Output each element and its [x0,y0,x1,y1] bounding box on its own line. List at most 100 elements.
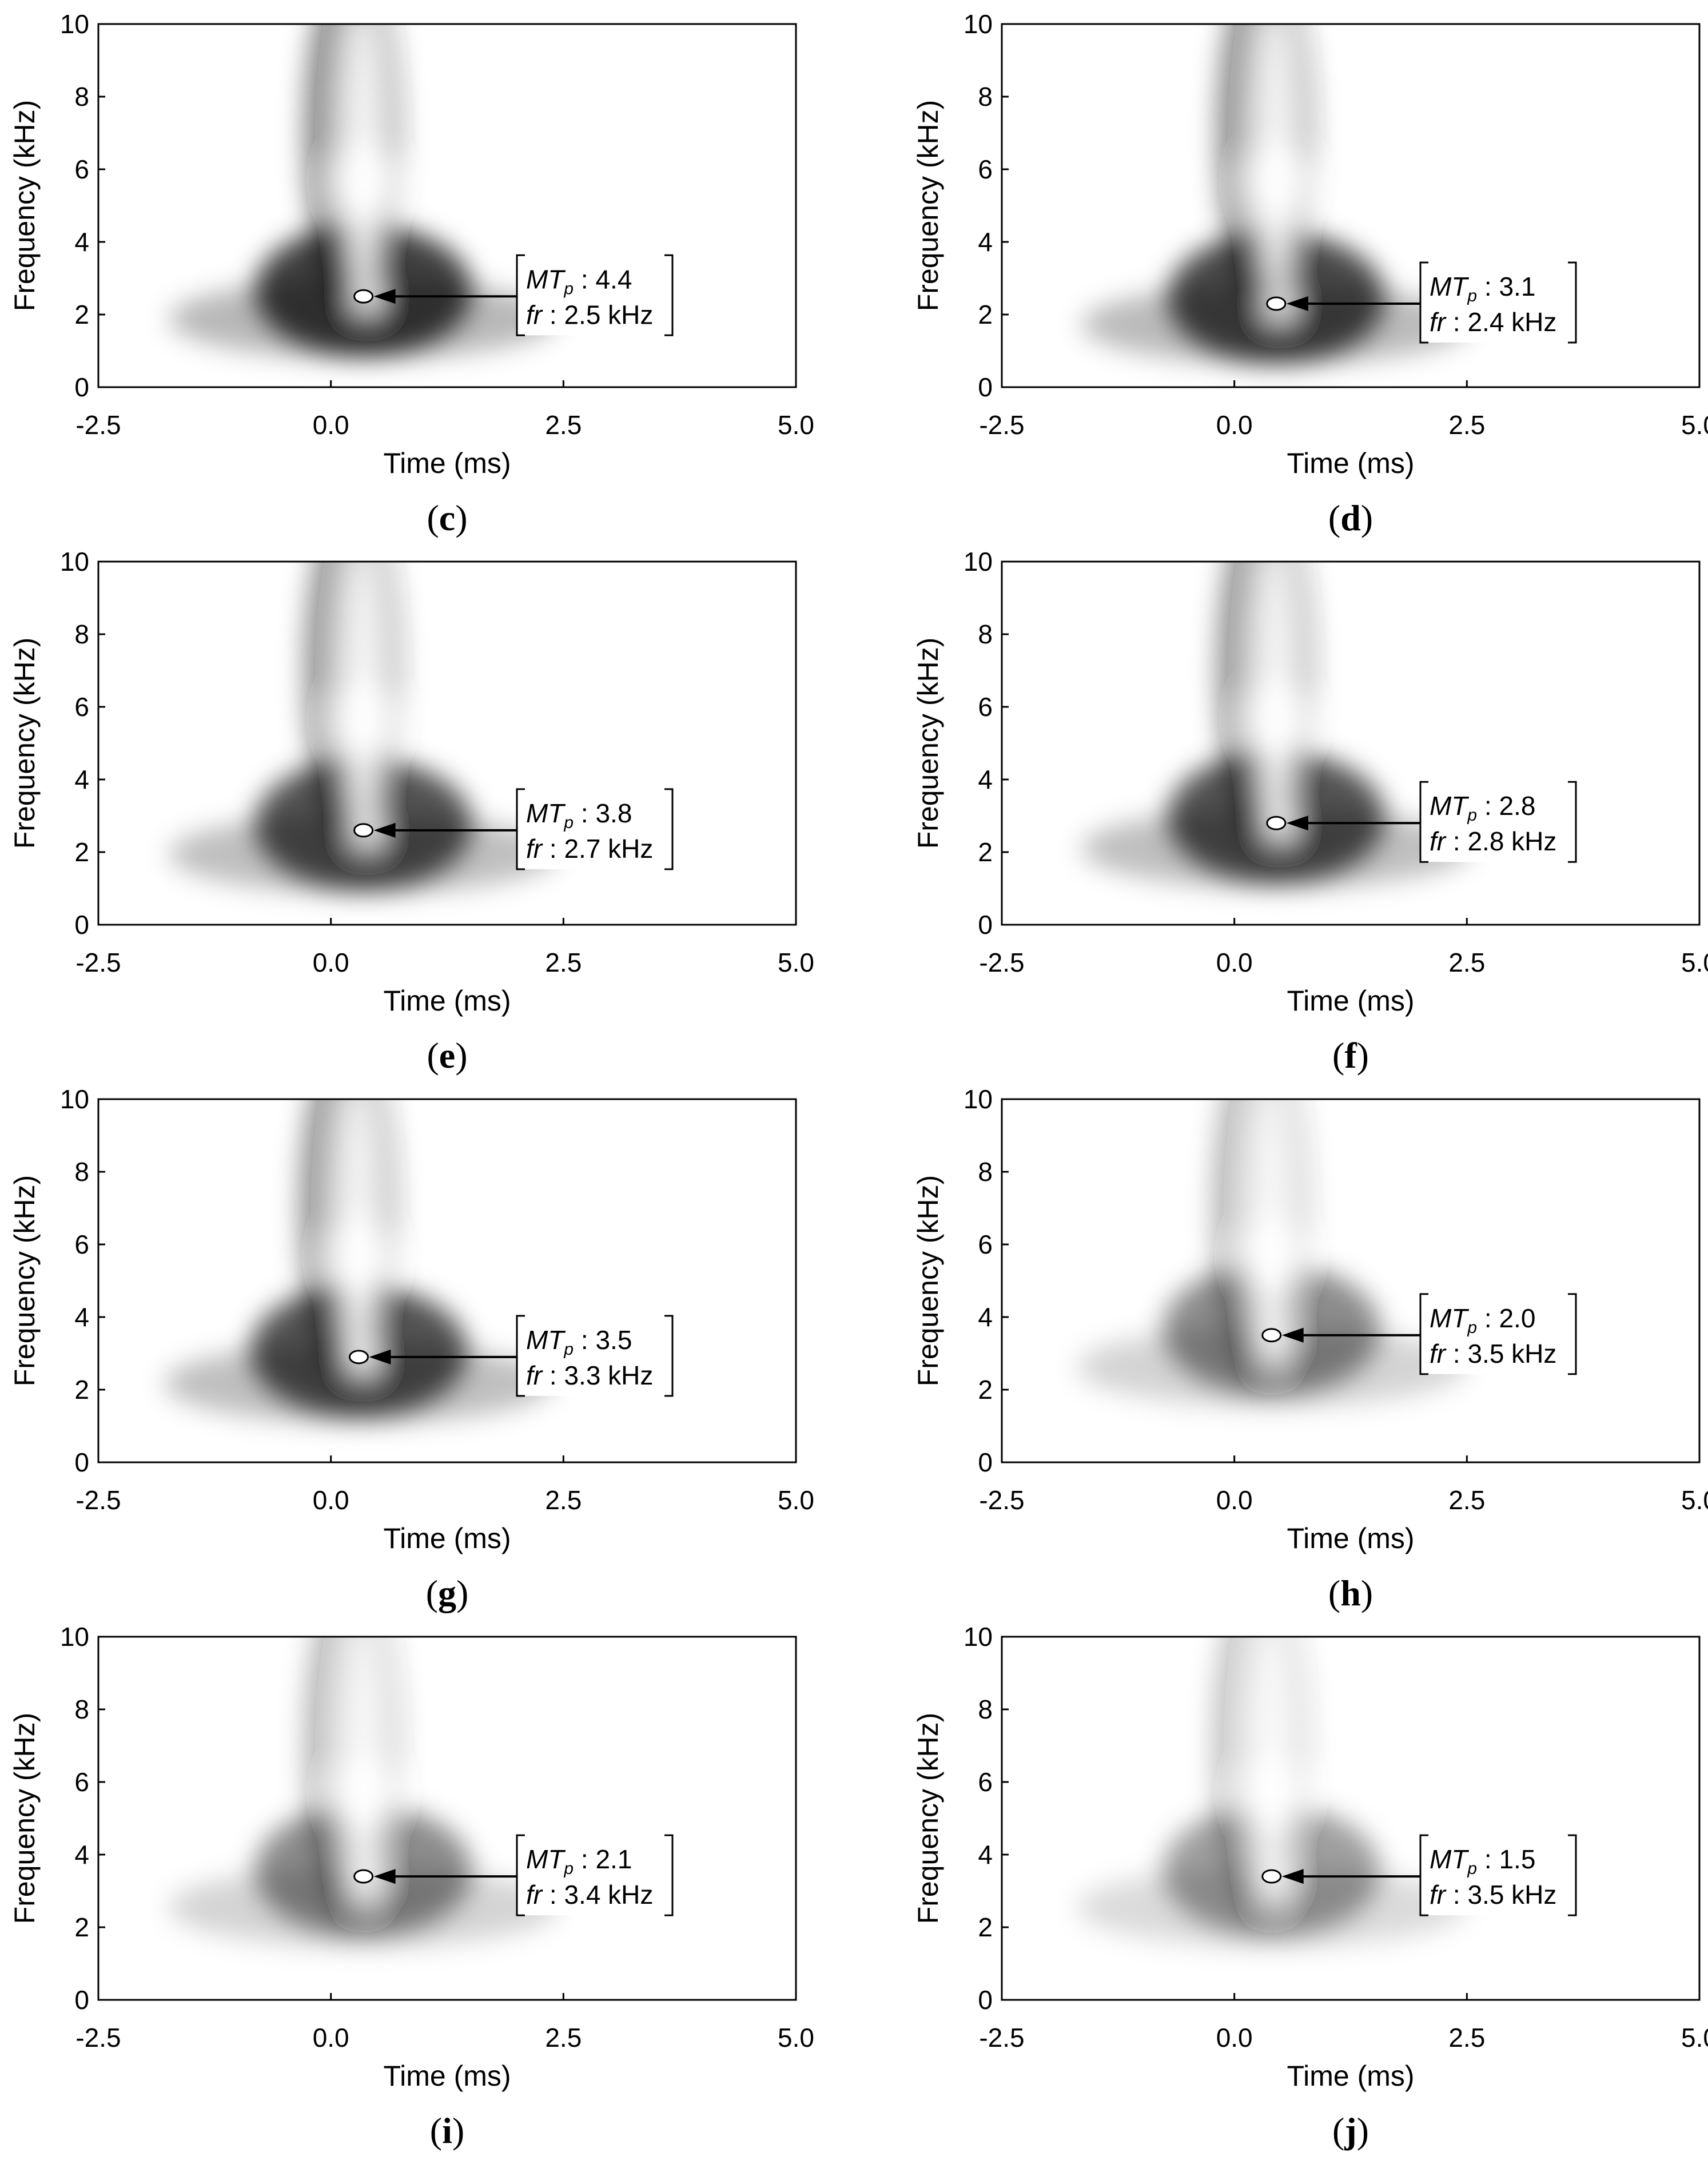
x-tick-label: -2.5 [979,410,1024,440]
peak-marker [1266,296,1287,311]
chart-panel-j: 0 2 4 6 8 10 -2.5 0.0 2.5 5.0 Time (ms) Frequency (… [912,1622,1708,2151]
x-tick-label: -2.5 [979,2023,1024,2052]
y-tick-label: 0 [978,1447,993,1477]
peak-annotation: MTp : 1.5fr : 3.5 kHz [1419,1834,1577,1916]
peak-annotation: MTp : 2.1fr : 3.4 kHz [516,1834,674,1916]
x-tick-label: -2.5 [979,1485,1024,1515]
fr-annotation: fr : 2.7 kHz [526,834,653,864]
spectrogram-area [1002,24,1699,387]
y-tick-label: 0 [74,1447,89,1477]
x-tick-label: 5.0 [1681,1485,1708,1515]
spectrogram-area [98,24,796,387]
y-axis-label: Frequency (kHz) [912,1713,944,1924]
y-axis-label: Frequency (kHz) [9,638,41,849]
plot-frame [97,1636,797,2001]
peak-arrow [1286,816,1420,831]
fr-annotation: fr : 3.5 kHz [1430,1880,1556,1910]
fr-annotation: fr : 2.8 kHz [1430,826,1556,856]
peak-marker [348,1350,369,1365]
y-tick-label: 2 [978,837,993,867]
fr-annotation: fr : 3.5 kHz [1430,1339,1556,1369]
y-tick-label: 4 [74,1302,89,1332]
peak-arrow [373,822,517,838]
y-tick-label: 2 [74,300,89,329]
x-tick-label: 2.5 [1448,948,1485,977]
peak-marker [1261,1328,1282,1343]
x-tick-label: -2.5 [75,410,121,440]
x-tick-label: 2.5 [1448,1485,1485,1515]
x-tick-label: 0.0 [313,410,349,440]
spectrogram-area [1002,562,1699,925]
x-axis-label: Time (ms) [1287,1522,1414,1554]
y-tick-label: 4 [74,765,89,794]
mt-annotation: MTp : 3.1 [1430,272,1535,305]
y-tick-label: 2 [74,1912,89,1942]
x-tick-label: -2.5 [979,948,1024,977]
y-tick-label: 4 [978,227,993,257]
x-tick-label: 5.0 [778,1485,814,1515]
y-tick-label: 8 [978,1694,993,1724]
peak-annotation: MTp : 4.4fr : 2.5 kHz [516,254,674,336]
plot-frame [97,560,797,926]
chart-panel-d: 0 2 4 6 8 10 -2.5 0.0 2.5 5.0 Time (ms) Frequency (… [912,9,1708,538]
plot-frame [1001,560,1701,926]
chart-panel-g: 0 2 4 6 8 10 -2.5 0.0 2.5 5.0 Time (ms) Frequency (… [9,1084,814,1613]
mt-annotation: MTp : 3.5 [526,1325,632,1359]
y-tick-label: 4 [978,765,993,794]
x-tick-label: -2.5 [75,1485,121,1515]
x-axis-label: Time (ms) [1287,2060,1414,2092]
x-tick-label: 2.5 [545,948,582,977]
y-tick-label: 10 [60,9,89,39]
y-tick-label: 8 [978,1157,993,1187]
spectrogram-intensity [164,1099,554,1423]
y-tick-label: 6 [74,692,89,722]
x-tick-label: -2.5 [75,948,121,977]
y-tick-label: 0 [74,910,89,940]
y-axis-label: Frequency (kHz) [912,100,944,312]
x-tick-label: 0.0 [1216,410,1253,440]
y-tick-label: 8 [978,82,993,112]
chart-panel-h: 0 2 4 6 8 10 -2.5 0.0 2.5 5.0 Time (ms) Frequency (… [912,1084,1708,1613]
y-tick-label: 2 [978,1912,993,1942]
x-tick-label: 5.0 [778,948,814,977]
y-tick-label: 6 [978,692,993,722]
y-tick-label: 10 [60,1084,89,1114]
y-axis-label: Frequency (kHz) [912,638,944,849]
panel-label: (f) [1332,1035,1369,1076]
peak-arrow [373,1869,517,1884]
chart-panel-f: 0 2 4 6 8 10 -2.5 0.0 2.5 5.0 Time (ms) Frequency (… [912,547,1708,1076]
y-axis-label: Frequency (kHz) [9,1713,41,1924]
y-tick-label: 8 [74,1157,89,1187]
x-axis-label: Time (ms) [383,985,511,1017]
mt-annotation: MTp : 1.5 [1430,1844,1535,1878]
chart-panel-e: 0 2 4 6 8 10 -2.5 0.0 2.5 5.0 Time (ms) Frequency (… [9,547,814,1076]
plot-frame [1001,1636,1701,2001]
y-tick-label: 10 [964,9,993,39]
panel-label: (e) [427,1035,467,1076]
y-tick-label: 6 [978,1767,993,1797]
y-tick-label: 6 [978,1230,993,1259]
peak-marker [353,1869,374,1884]
spectrogram-intensity [1077,1637,1466,1948]
y-tick-label: 8 [978,619,993,649]
y-tick-label: 8 [74,619,89,649]
x-tick-label: 5.0 [1681,2023,1708,2052]
peak-marker [1261,1869,1282,1884]
peak-annotation: MTp : 3.1fr : 2.4 kHz [1419,261,1577,344]
chart-panel-c: 0 2 4 6 8 10 -2.5 0.0 2.5 5.0 Time (ms) Frequency (… [9,9,814,538]
panel-label: (d) [1328,498,1373,538]
plot-frame [97,23,797,388]
y-tick-label: 10 [964,1622,993,1652]
peak-arrow [1281,1327,1420,1343]
x-axis-label: Time (ms) [1287,985,1414,1017]
x-tick-label: 0.0 [313,948,349,977]
x-tick-label: 2.5 [545,2023,582,2052]
fr-annotation: fr : 2.5 kHz [526,300,653,329]
spectrogram-area [98,1099,796,1462]
y-tick-label: 0 [74,372,89,402]
y-tick-label: 4 [978,1302,993,1332]
x-tick-label: 0.0 [1216,948,1253,977]
panel-label: (g) [426,1573,469,1613]
y-tick-label: 4 [978,1840,993,1869]
spectrogram-area [1002,1637,1699,2000]
